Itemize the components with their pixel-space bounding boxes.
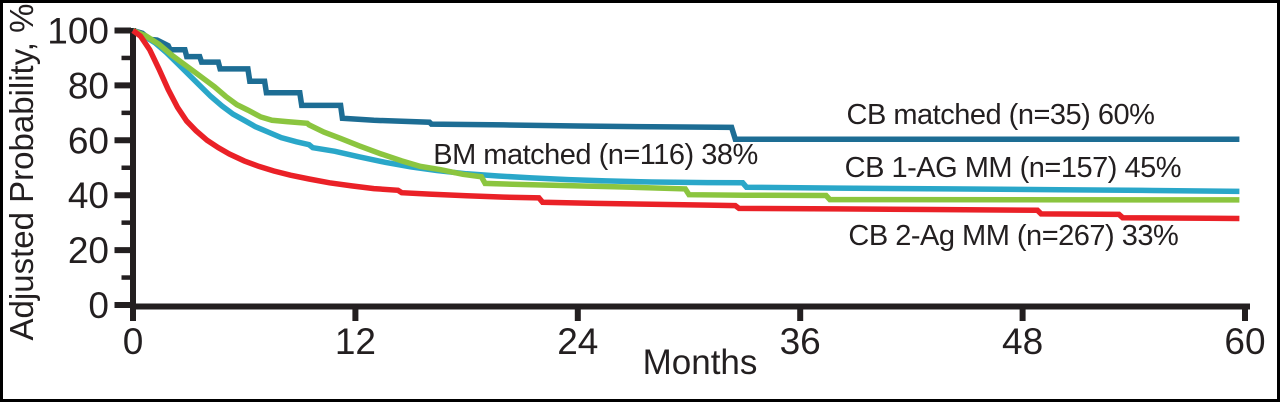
axis-tick-labels: 0 20 40 60 80 100 0 12 24 36 48 60 [47,11,1265,363]
x-axis-title: Months [643,343,758,382]
curve-cb-1-ag-mm [131,28,1240,195]
curve-cb-matched [132,27,1240,142]
curve-label-cb-1-ag-mm: CB 1-AG MM (n=157) 45% [845,152,1181,184]
curve-labels: CB matched (n=35) 60% CB 1-AG MM (n=157) … [433,99,1181,252]
y-tick-label-20: 20 [68,230,109,271]
curves [131,27,1240,222]
y-tick-label-80: 80 [68,65,109,106]
curve-label-cb-2-ag-mm: CB 2-Ag MM (n=267) 33% [848,220,1178,252]
y-tick-label-60: 60 [68,120,109,161]
x-tick-label-60: 60 [1224,321,1265,362]
curve-bm-matched [131,27,1240,203]
axis-ticks [114,27,1248,321]
y-tick-label-0: 0 [88,285,109,326]
x-tick-label-12: 12 [335,321,376,362]
curve-label-cb-matched: CB matched (n=35) 60% [847,99,1155,131]
y-axis-title: Adjusted Probability, % [3,4,40,341]
curve-label-bm-matched: BM matched (n=116) 38% [433,139,758,171]
curve-cb-2-ag-mm [131,28,1240,222]
x-tick-label-48: 48 [1002,321,1043,362]
x-tick-label-0: 0 [123,321,144,362]
y-tick-label-100: 100 [47,11,109,52]
x-tick-label-36: 36 [780,321,821,362]
x-tick-label-24: 24 [557,321,598,362]
axis-lines [130,28,1250,310]
axes [130,28,1250,310]
y-tick-label-40: 40 [68,175,109,216]
